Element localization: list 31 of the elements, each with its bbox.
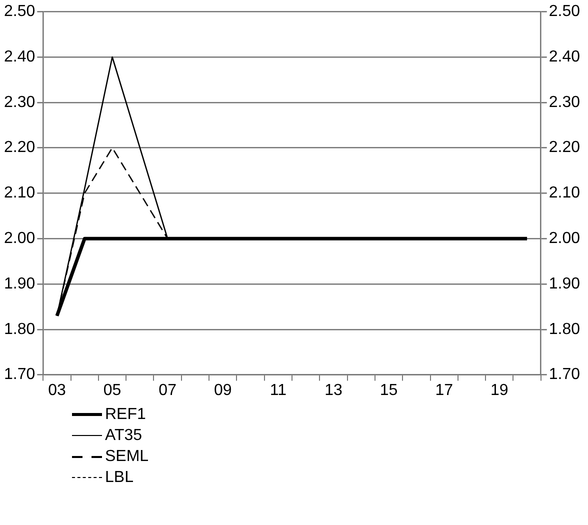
y-tick-label: 2.10 [4,184,36,202]
y-tick-label: 2.20 [4,139,36,156]
x-tick-label: 11 [270,382,287,399]
x-tick-label: 03 [48,382,66,399]
y-tick-label: 1.90 [4,275,36,292]
y2-tick-label: 2.10 [548,184,580,202]
x-tick-label: 13 [324,382,342,399]
y2-tick-label: 2.50 [548,3,580,20]
legend-label: SEML [105,447,149,467]
y2-tick-label: 2.00 [548,230,580,248]
x-tick-label: 19 [490,382,508,399]
x-tick-label: 17 [435,382,454,399]
y2-tick-label: 2.20 [548,139,580,156]
legend-label: AT35 [105,426,142,446]
y-tick-label: 1.80 [4,320,36,338]
y2-tick-label: 2.40 [548,48,580,66]
x-tick-label: 07 [158,382,177,399]
legend-label: REF1 [105,405,146,425]
y-tick-label: 1.70 [4,366,36,384]
x-tick-label: 09 [214,382,232,399]
y2-tick-label: 1.80 [548,320,580,338]
x-tick-label: 15 [380,382,398,399]
y2-tick-label: 2.30 [548,94,580,111]
y-tick-label: 2.40 [4,48,36,66]
y-tick-label: 2.30 [4,94,36,111]
y-tick-label: 2.50 [4,3,36,20]
legend-label: LBL [105,468,134,488]
y2-tick-label: 1.90 [548,275,580,292]
y-tick-label: 2.00 [4,230,36,248]
x-tick-label: 05 [103,382,122,399]
y2-tick-label: 1.70 [548,366,580,384]
